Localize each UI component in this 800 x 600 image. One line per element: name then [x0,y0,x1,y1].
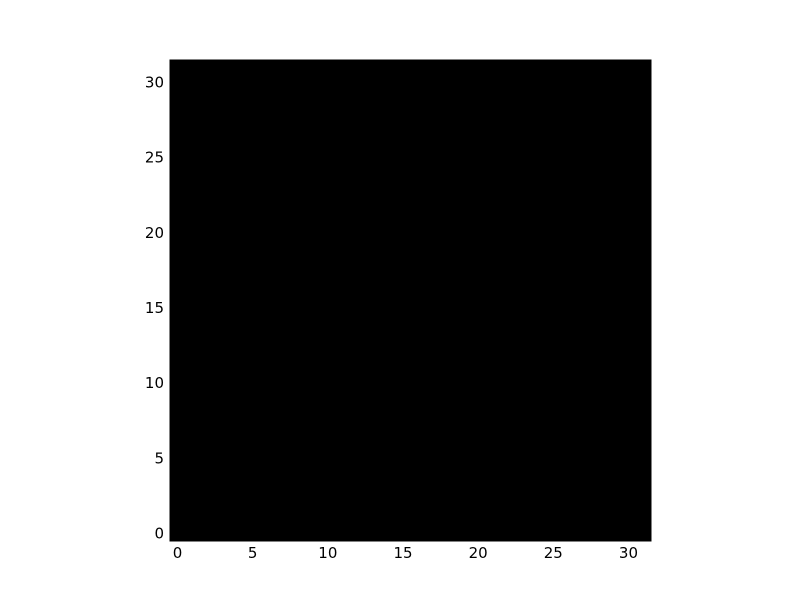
y-tick-label: 10 [145,374,164,392]
x-tick-label: 20 [469,544,488,562]
x-tick-label: 0 [173,544,183,562]
y-tick-label: 30 [145,74,164,92]
x-tick-label: 10 [318,544,337,562]
axis-ticks [170,60,651,541]
y-tick-label: 20 [145,224,164,242]
y-tick-label: 25 [145,149,164,167]
content-edge-bottom [170,67,606,76]
axes-frame [169,59,652,542]
axis-tick-labels: 0 5 10 15 20 25 30 0 5 10 15 20 25 30 [145,74,638,562]
plot-area [170,60,651,541]
x-tick-label: 30 [619,544,638,562]
x-tick-label: 15 [393,544,412,562]
x-tick-label: 25 [544,544,563,562]
y-tick-label: 15 [145,299,164,317]
y-tick-label: 0 [154,524,164,542]
padding-background [170,60,651,541]
x-tick-label: 5 [248,544,258,562]
y-tick-label: 5 [154,449,164,467]
